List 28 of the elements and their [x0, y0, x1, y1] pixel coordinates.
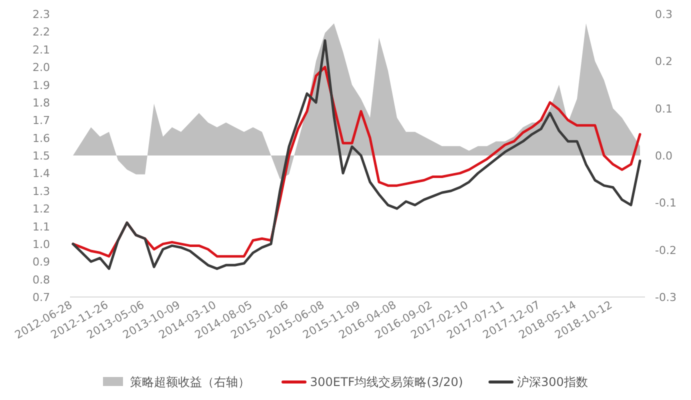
- y-tick-label: 0.8: [32, 273, 50, 286]
- y-tick-label: 1.1: [32, 220, 50, 234]
- y-tick-label: 1.3: [32, 184, 50, 198]
- y-tick-label: 0.7: [32, 291, 50, 304]
- y-tick-label: 1.0: [32, 238, 50, 251]
- y-tick-label: 1.2: [32, 202, 50, 216]
- y2-tick-label: 0.3: [655, 8, 672, 21]
- y-tick-label: 1.6: [32, 132, 50, 145]
- y-tick-label: 1.9: [32, 78, 50, 92]
- y-tick-label: 2.1: [32, 43, 50, 56]
- y2-tick-label: 0.2: [655, 55, 672, 68]
- y2-tick-label: 0.1: [655, 102, 672, 116]
- y2-tick-label: -0.3: [655, 291, 676, 304]
- y-tick-label: 2.3: [32, 8, 50, 21]
- y2-tick-label: -0.1: [655, 196, 676, 210]
- y-tick-label: 1.8: [32, 96, 50, 110]
- y-tick-label: 1.7: [32, 114, 50, 128]
- legend-label: 沪深300指数: [517, 375, 588, 389]
- y-tick-label: 1.5: [32, 150, 50, 162]
- y-tick-label: 0.9: [32, 256, 50, 269]
- y-tick-label: 2.0: [32, 61, 50, 74]
- legend-label: 300ETF均线交易策略(3/20): [310, 375, 464, 389]
- line-series: [72, 39, 642, 270]
- y2-tick-label: -0.2: [655, 244, 676, 257]
- y-tick-label: 2.2: [32, 26, 50, 39]
- y-tick-label: 1.4: [32, 167, 50, 180]
- legend-label: 策略超额收益（右轴）: [130, 375, 250, 389]
- y2-tick-label: 0.0: [655, 150, 672, 162]
